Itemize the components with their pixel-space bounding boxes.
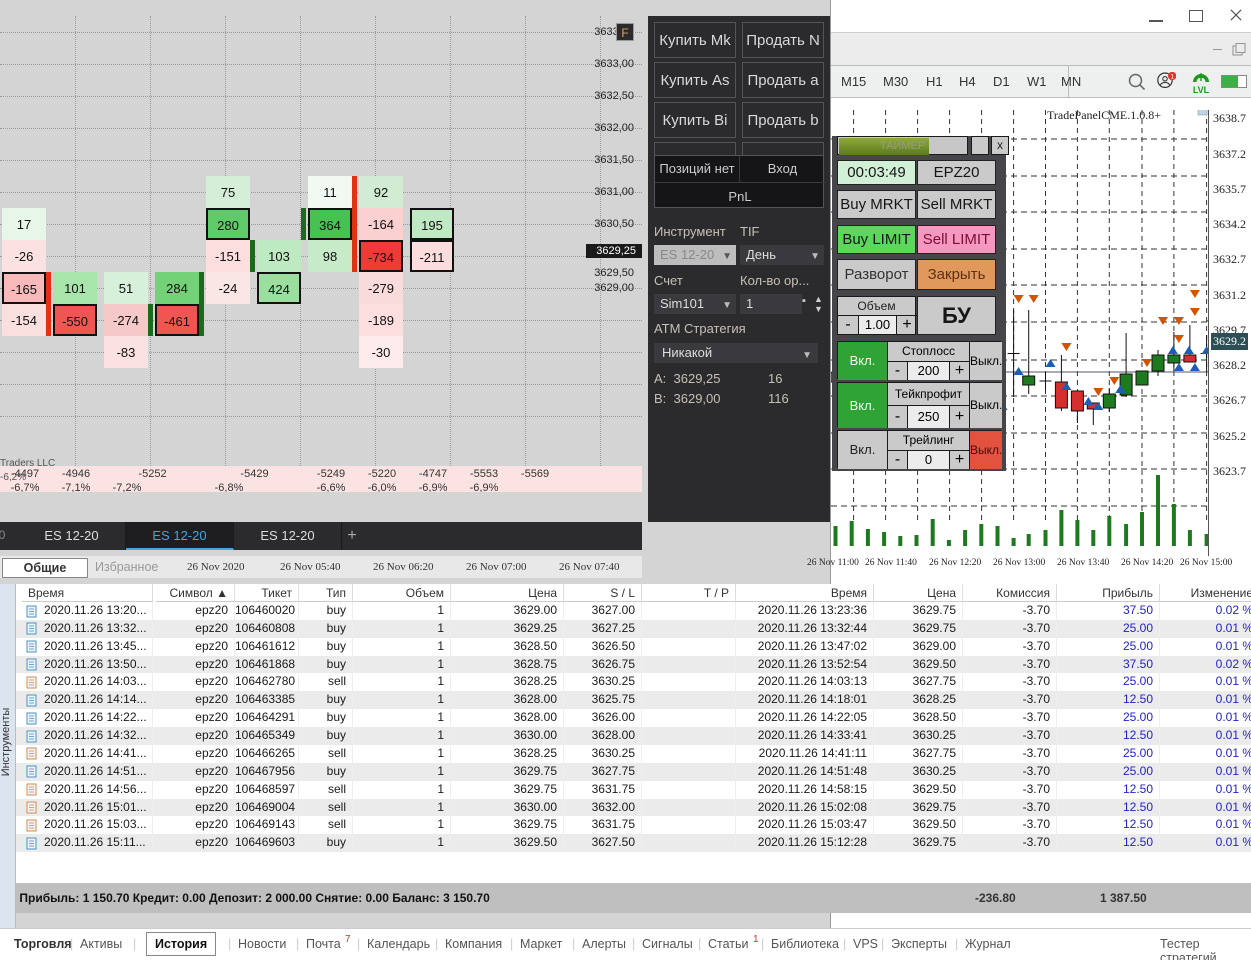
svg-text:1: 1 [1170,73,1174,80]
